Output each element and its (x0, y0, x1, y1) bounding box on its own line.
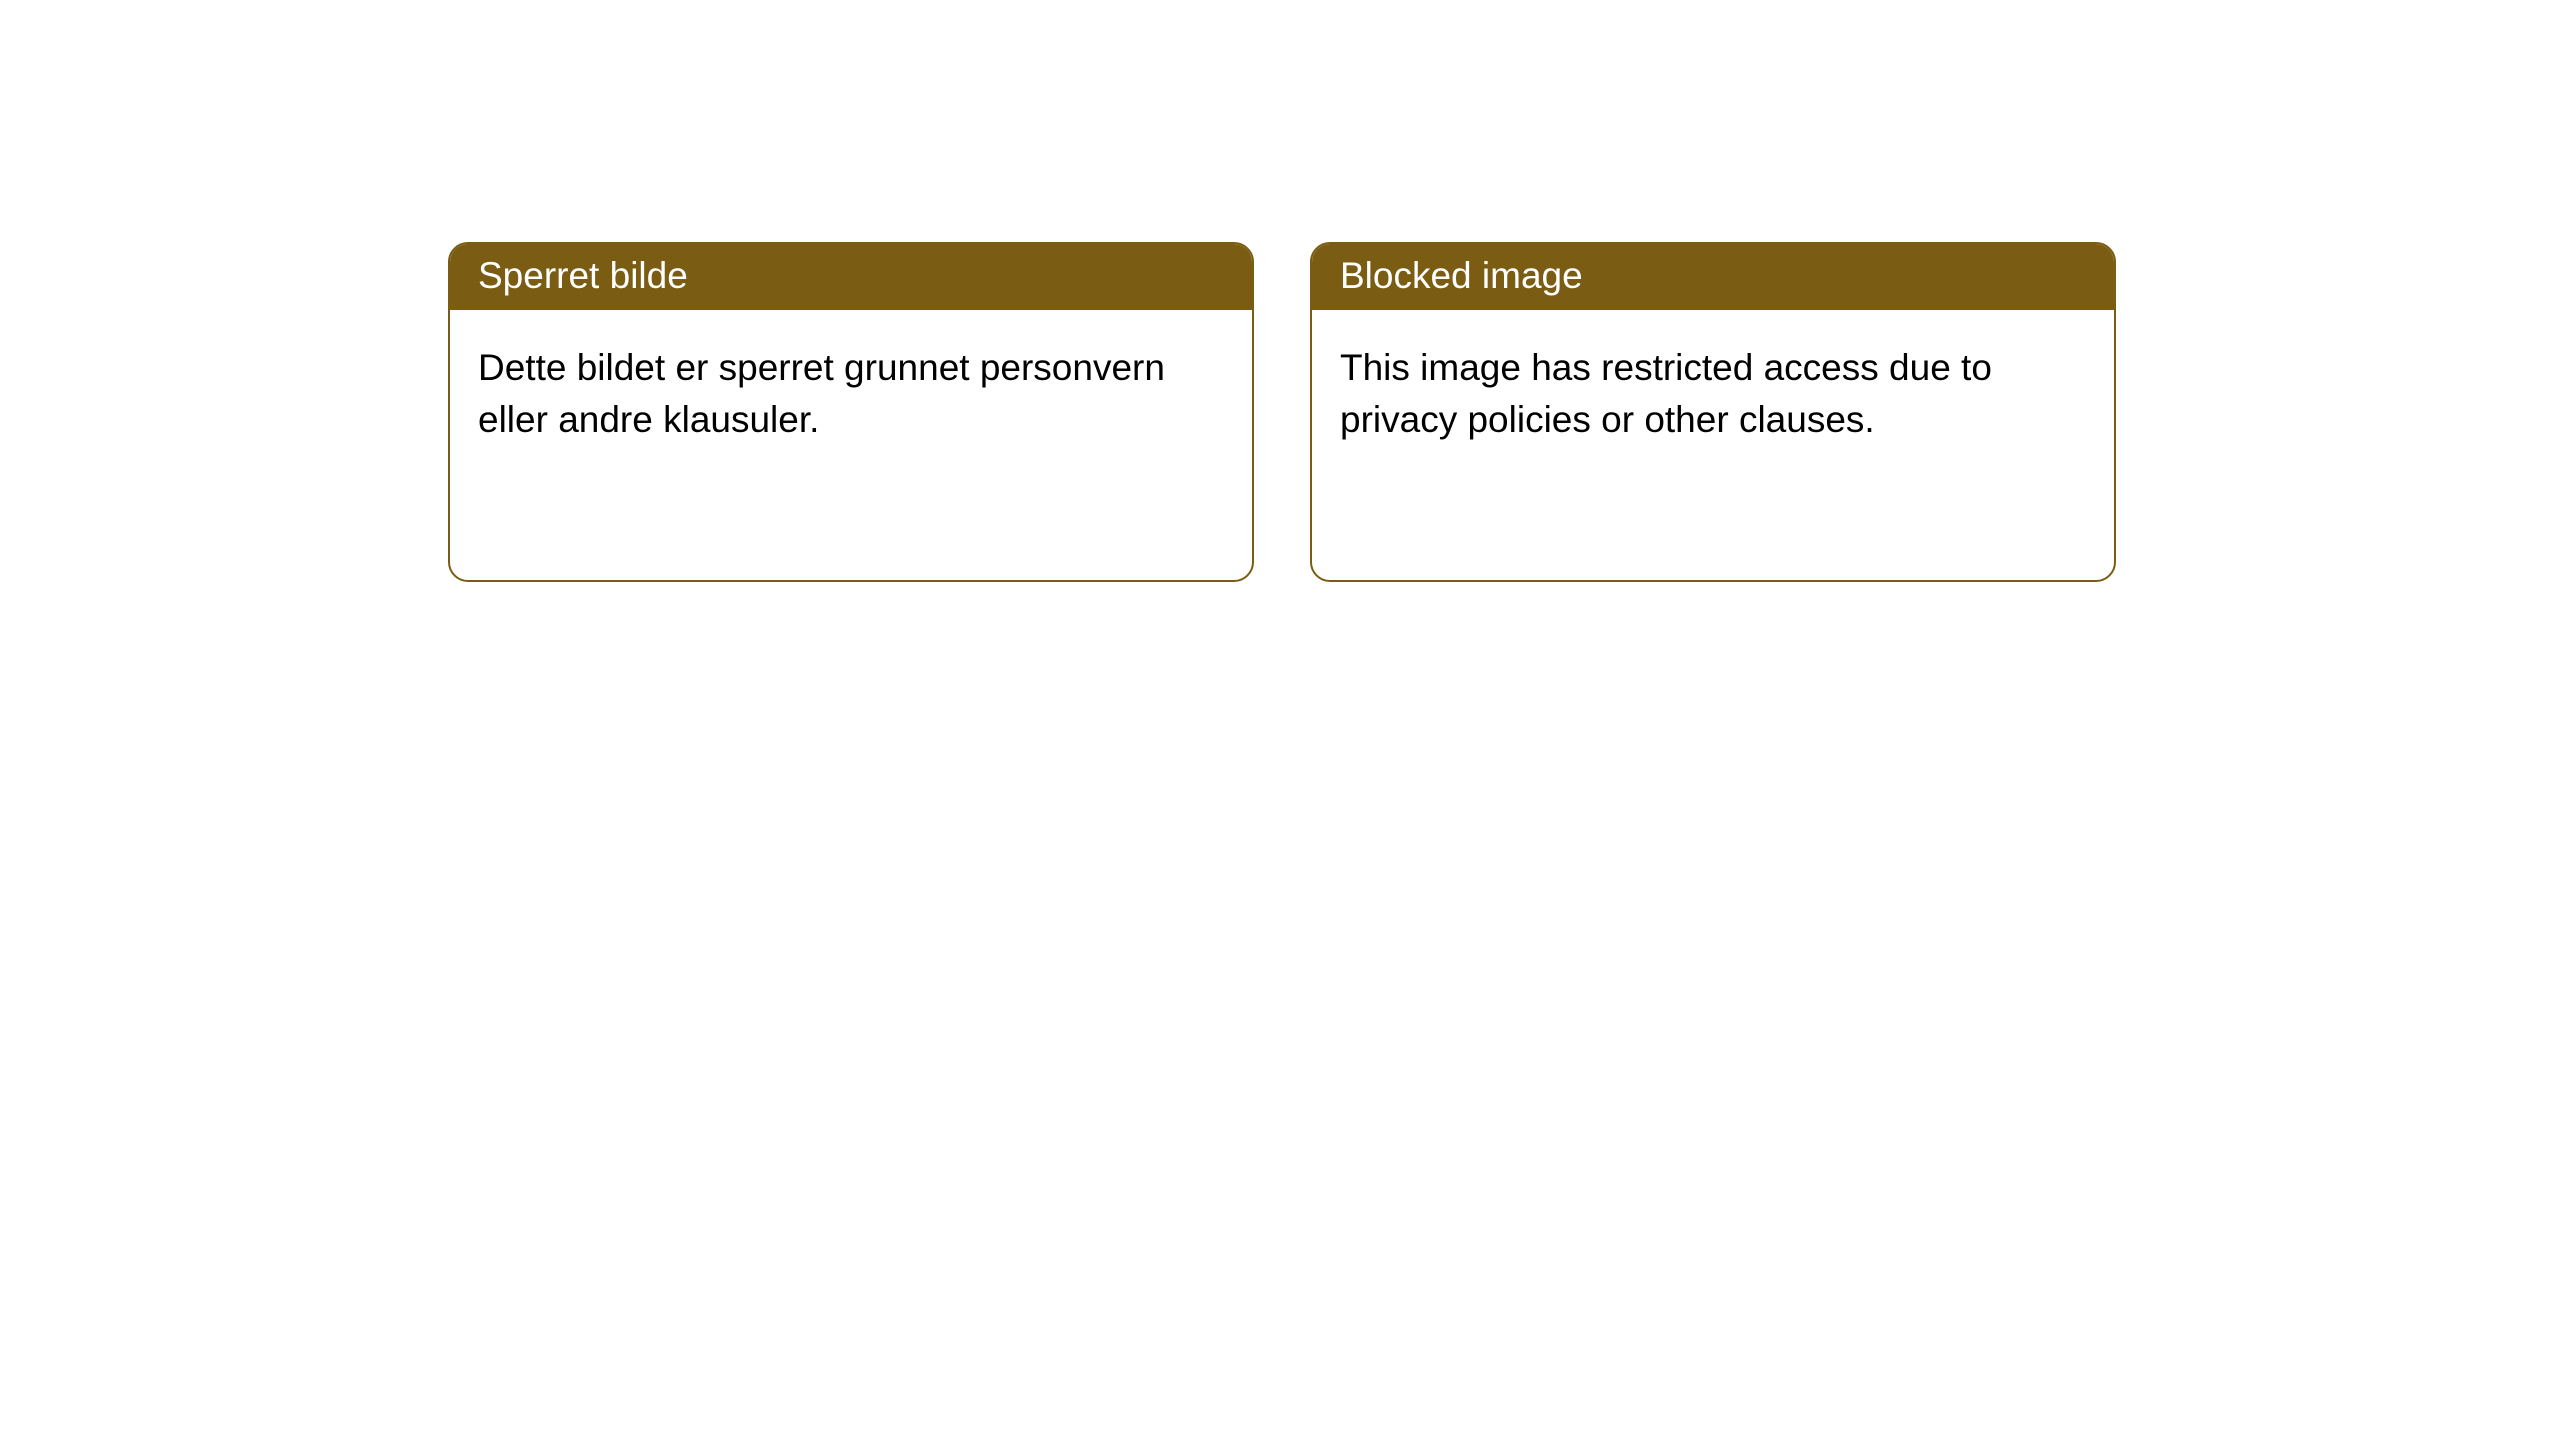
notice-card-english: Blocked image This image has restricted … (1310, 242, 2116, 582)
notice-title: Sperret bilde (478, 255, 688, 296)
notice-container: Sperret bilde Dette bildet er sperret gr… (0, 0, 2560, 582)
notice-body: Dette bildet er sperret grunnet personve… (450, 310, 1252, 580)
notice-body: This image has restricted access due to … (1312, 310, 2114, 580)
notice-body-text: Dette bildet er sperret grunnet personve… (478, 347, 1165, 440)
notice-header: Sperret bilde (450, 244, 1252, 310)
notice-card-norwegian: Sperret bilde Dette bildet er sperret gr… (448, 242, 1254, 582)
notice-title: Blocked image (1340, 255, 1583, 296)
notice-body-text: This image has restricted access due to … (1340, 347, 1992, 440)
notice-header: Blocked image (1312, 244, 2114, 310)
